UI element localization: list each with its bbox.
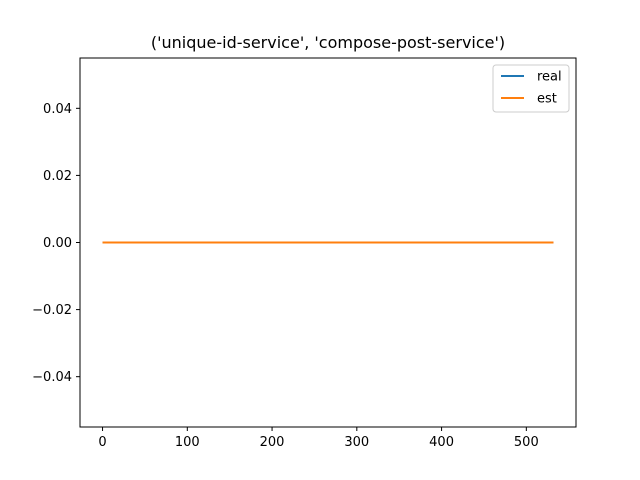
chart-title: ('unique-id-service', 'compose-post-serv… — [151, 33, 505, 52]
x-tick-label: 500 — [514, 435, 539, 450]
x-tick-label: 300 — [344, 435, 369, 450]
x-tick-label: 400 — [429, 435, 454, 450]
legend: real est — [492, 64, 570, 113]
y-tick-label: 0.02 — [43, 169, 72, 184]
legend-label-est: est — [537, 92, 557, 107]
y-tick-label: −0.04 — [32, 370, 72, 385]
x-tick-label: 0 — [98, 435, 106, 450]
y-tick-label: 0.04 — [43, 102, 72, 117]
y-tick-label: 0.00 — [43, 236, 72, 251]
legend-label-real: real — [537, 70, 562, 85]
axes: 0 100 200 300 400 500 −0.04 −0.02 0.00 0.02 0.04 — [32, 57, 577, 450]
x-tick-label: 100 — [175, 435, 200, 450]
x-tick-label: 200 — [260, 435, 285, 450]
y-tick-label: −0.02 — [32, 303, 72, 318]
